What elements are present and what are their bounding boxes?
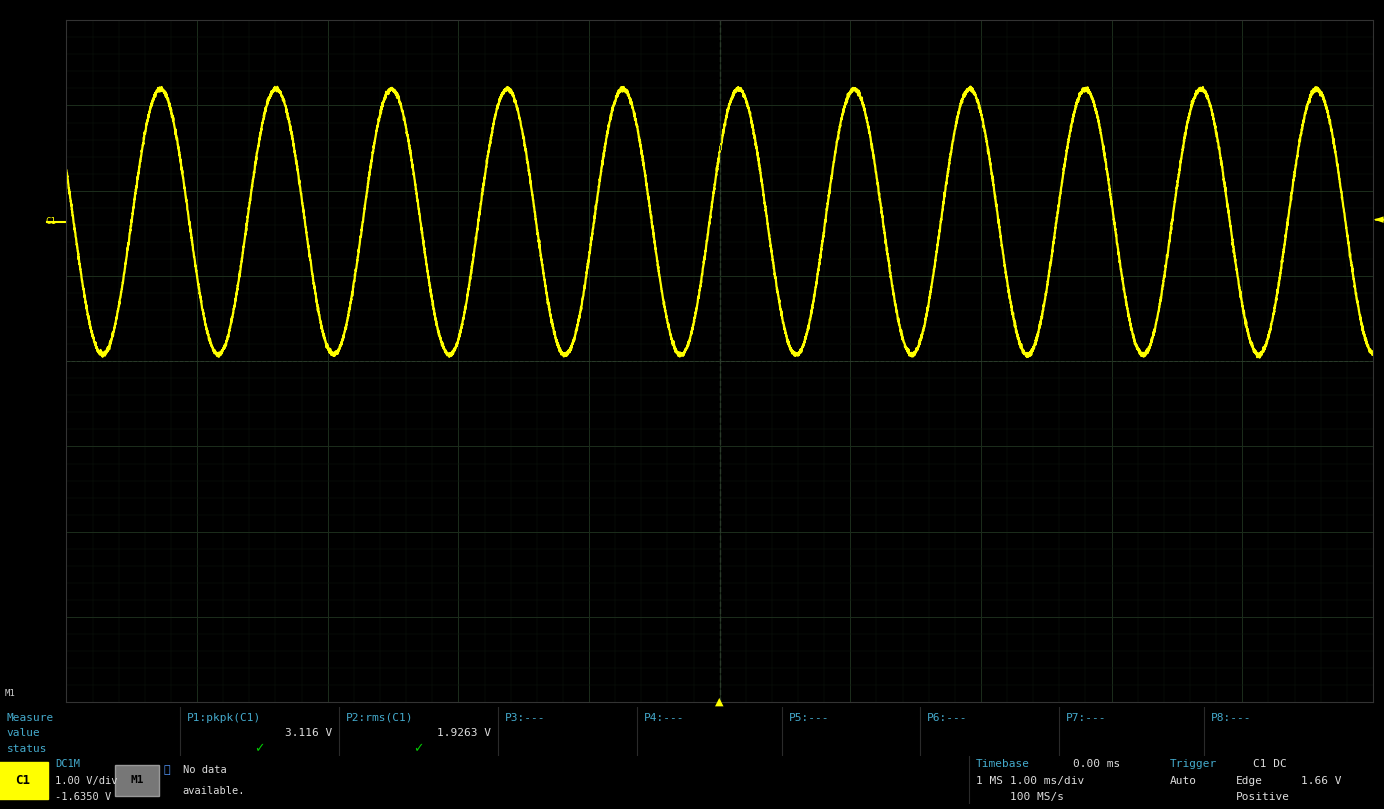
Text: P7:---: P7:---	[1066, 713, 1106, 722]
Text: C1 DC: C1 DC	[1253, 760, 1286, 769]
Text: Trigger: Trigger	[1169, 760, 1217, 769]
Text: Edge: Edge	[1236, 776, 1264, 786]
Text: DC1M: DC1M	[55, 760, 80, 769]
Text: P1:pkpk(C1): P1:pkpk(C1)	[187, 713, 262, 722]
FancyBboxPatch shape	[115, 765, 159, 796]
FancyBboxPatch shape	[0, 762, 48, 798]
Text: P5:---: P5:---	[789, 713, 829, 722]
Text: ✓: ✓	[414, 743, 424, 756]
Text: M1: M1	[4, 689, 15, 698]
Text: 3.116 V: 3.116 V	[285, 728, 332, 738]
Text: ▲: ▲	[716, 697, 724, 707]
Text: P4:---: P4:---	[644, 713, 684, 722]
Text: P6:---: P6:---	[927, 713, 967, 722]
Text: 1.00 V/div: 1.00 V/div	[55, 776, 118, 786]
Text: status: status	[7, 743, 47, 754]
Text: No data: No data	[183, 765, 227, 775]
Text: M1: M1	[130, 775, 144, 785]
Text: 100 MS/s: 100 MS/s	[1010, 792, 1064, 802]
Text: ⓘ: ⓘ	[163, 765, 170, 775]
Text: Positive: Positive	[1236, 792, 1290, 802]
Text: available.: available.	[183, 786, 245, 795]
Text: C1: C1	[46, 218, 55, 227]
Text: Timebase: Timebase	[976, 760, 1030, 769]
Text: 0.00 ms: 0.00 ms	[1073, 760, 1120, 769]
Text: P3:---: P3:---	[505, 713, 545, 722]
Text: ✓: ✓	[255, 743, 264, 756]
Text: -1.6350 V: -1.6350 V	[55, 792, 112, 802]
Text: 1.66 V: 1.66 V	[1301, 776, 1341, 786]
Text: value: value	[7, 728, 40, 738]
Text: C1: C1	[15, 773, 29, 786]
Text: P2:rms(C1): P2:rms(C1)	[346, 713, 414, 722]
Text: P8:---: P8:---	[1211, 713, 1251, 722]
Text: 1 MS: 1 MS	[976, 776, 1003, 786]
Text: Auto: Auto	[1169, 776, 1197, 786]
Text: 1.9263 V: 1.9263 V	[437, 728, 491, 738]
Text: ◄: ◄	[1374, 214, 1384, 227]
Text: Measure: Measure	[7, 713, 54, 722]
Text: 1.00 ms/div: 1.00 ms/div	[1010, 776, 1085, 786]
